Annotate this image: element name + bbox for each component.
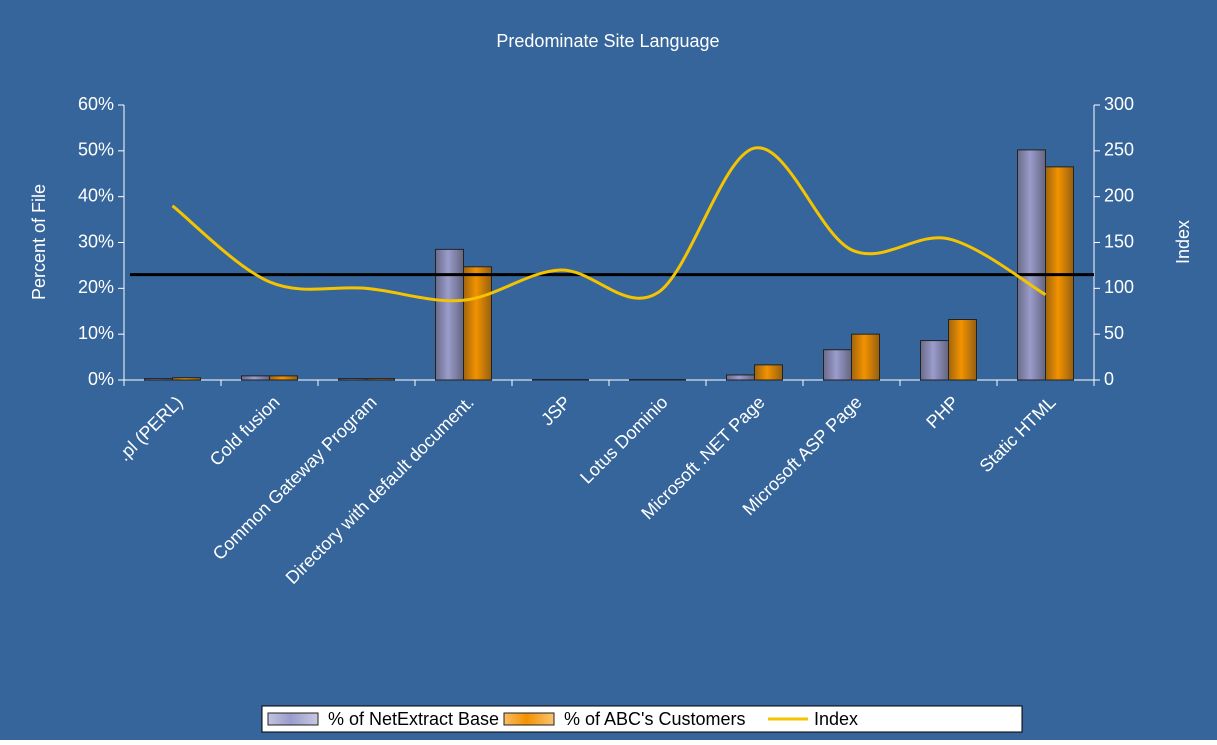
- y2-tick-label: 50: [1104, 323, 1124, 343]
- y-tick-label: 50%: [78, 140, 114, 160]
- bar: [727, 375, 755, 380]
- bar: [1018, 150, 1046, 380]
- bar: [436, 249, 464, 380]
- y2-tick-label: 200: [1104, 185, 1134, 205]
- bar: [824, 350, 852, 380]
- legend-swatch: [504, 713, 554, 725]
- bar: [852, 334, 880, 380]
- y-tick-label: 40%: [78, 185, 114, 205]
- bar: [949, 320, 977, 381]
- y-tick-label: 20%: [78, 277, 114, 297]
- bar: [173, 378, 201, 380]
- legend-label: Index: [814, 709, 858, 729]
- y2-tick-label: 150: [1104, 231, 1134, 251]
- bar: [145, 379, 173, 380]
- y-tick-label: 10%: [78, 323, 114, 343]
- legend-label: % of NetExtract Base: [328, 709, 499, 729]
- y2-tick-label: 100: [1104, 277, 1134, 297]
- y-tick-label: 0%: [88, 369, 114, 389]
- bar: [464, 267, 492, 380]
- y2-tick-label: 250: [1104, 140, 1134, 160]
- legend-swatch: [268, 713, 318, 725]
- bar: [755, 365, 783, 380]
- y2-tick-label: 0: [1104, 369, 1114, 389]
- y-axis-title: Percent of File: [29, 184, 49, 300]
- legend-label: % of ABC's Customers: [564, 709, 746, 729]
- bar: [270, 376, 298, 380]
- y-tick-label: 60%: [78, 94, 114, 114]
- bar: [242, 376, 270, 380]
- bar: [367, 379, 395, 380]
- bar: [921, 341, 949, 380]
- chart-title: Predominate Site Language: [496, 31, 719, 51]
- bar: [339, 379, 367, 380]
- y-tick-label: 30%: [78, 231, 114, 251]
- y2-axis-title: Index: [1173, 220, 1193, 264]
- y2-tick-label: 300: [1104, 94, 1134, 114]
